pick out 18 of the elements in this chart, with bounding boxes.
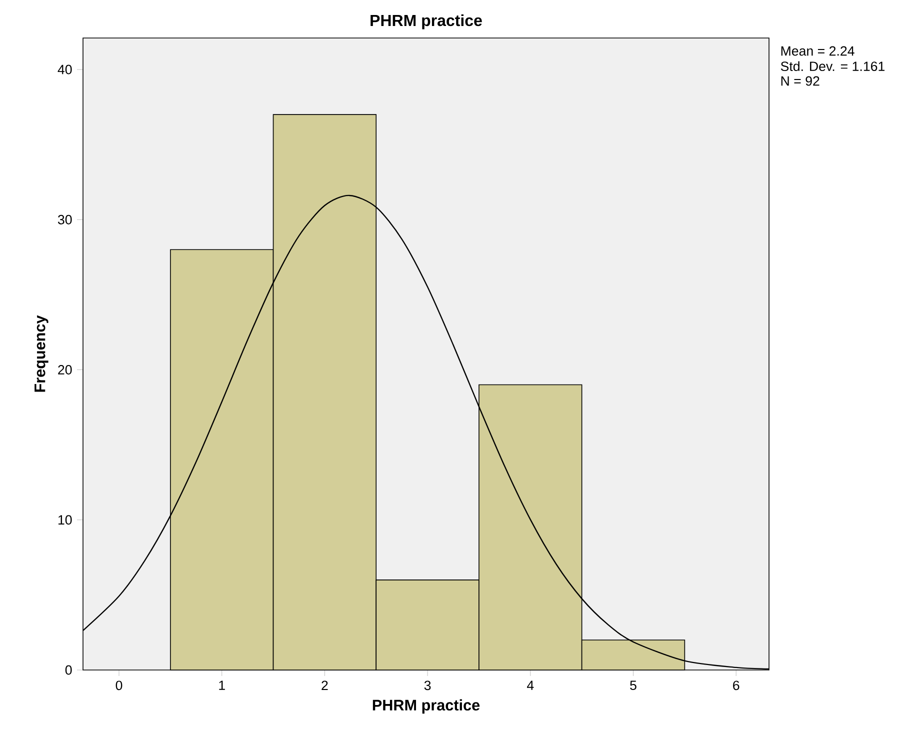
y-axis-title: Frequency xyxy=(34,315,48,392)
y-tick-label: 20 xyxy=(58,365,72,374)
x-axis-title: PHRM practice xyxy=(372,699,480,714)
chart-title: PHRM practice xyxy=(370,14,482,30)
x-tick-label: 0 xyxy=(116,680,122,690)
y-tick-label: 10 xyxy=(58,515,72,525)
x-tick-label: 1 xyxy=(219,680,225,690)
y-tick-label: 40 xyxy=(58,64,72,74)
text: Std. Dev. = 1.161 xyxy=(780,61,885,72)
text: Mean = 2.24 xyxy=(781,46,854,56)
y-tick-label: 0 xyxy=(65,665,72,675)
text: N = 92 xyxy=(781,76,820,86)
x-tick-label: 3 xyxy=(424,680,431,690)
x-tick-label: 4 xyxy=(527,680,534,690)
x-tick-label: 6 xyxy=(733,680,740,690)
y-tick-label: 30 xyxy=(58,214,72,224)
x-tick-label: 5 xyxy=(630,680,636,690)
x-tick-label: 2 xyxy=(322,680,328,690)
